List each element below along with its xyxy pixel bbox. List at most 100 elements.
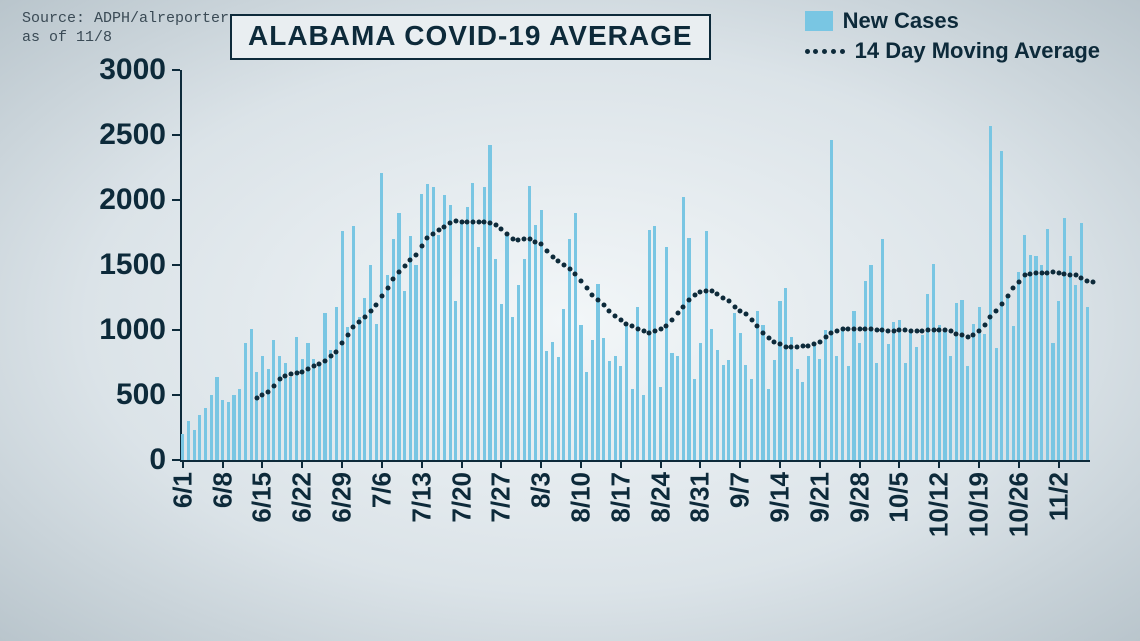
x-tick-label: 10/26 bbox=[1003, 472, 1034, 537]
dot-moving-avg bbox=[539, 242, 544, 247]
bar-new-cases bbox=[471, 183, 474, 460]
bar-new-cases bbox=[989, 126, 992, 460]
dot-moving-avg bbox=[613, 313, 618, 318]
dot-moving-avg bbox=[596, 298, 601, 303]
x-tick bbox=[1058, 460, 1060, 468]
dot-moving-avg bbox=[897, 328, 902, 333]
dot-moving-avg bbox=[641, 329, 646, 334]
bar-new-cases bbox=[648, 230, 651, 460]
bar-new-cases bbox=[847, 366, 850, 460]
dot-moving-avg bbox=[482, 220, 487, 225]
dot-moving-avg bbox=[658, 326, 663, 331]
bar-new-cases bbox=[562, 309, 565, 460]
bar-new-cases bbox=[204, 408, 207, 460]
dot-moving-avg bbox=[271, 383, 276, 388]
x-tick bbox=[461, 460, 463, 468]
bar-new-cases bbox=[1046, 229, 1049, 460]
bar-new-cases bbox=[869, 265, 872, 460]
bar-new-cases bbox=[710, 329, 713, 460]
dot-moving-avg bbox=[419, 243, 424, 248]
x-axis bbox=[180, 460, 1090, 462]
bar-new-cases bbox=[1040, 265, 1043, 460]
bar-new-cases bbox=[955, 303, 958, 460]
bar-new-cases bbox=[1006, 295, 1009, 460]
bar-new-cases bbox=[358, 317, 361, 460]
bar-new-cases bbox=[426, 184, 429, 460]
x-tick-label: 6/22 bbox=[287, 472, 318, 523]
dot-moving-avg bbox=[396, 269, 401, 274]
x-tick-label: 8/10 bbox=[565, 472, 596, 523]
bar-new-cases bbox=[716, 350, 719, 461]
bar-new-cases bbox=[380, 173, 383, 460]
x-tick-label: 9/28 bbox=[844, 472, 875, 523]
y-tick-label: 2000 bbox=[99, 183, 166, 217]
bar-new-cases bbox=[443, 195, 446, 460]
bar-new-cases bbox=[909, 333, 912, 460]
y-tick bbox=[172, 69, 180, 71]
x-tick bbox=[222, 460, 224, 468]
x-tick-label: 8/24 bbox=[645, 472, 676, 523]
dot-moving-avg bbox=[869, 326, 874, 331]
bar-new-cases bbox=[659, 387, 662, 460]
x-tick bbox=[898, 460, 900, 468]
bar-new-cases bbox=[938, 325, 941, 460]
dot-moving-avg bbox=[698, 290, 703, 295]
bar-new-cases bbox=[500, 304, 503, 460]
dot-moving-avg bbox=[283, 373, 288, 378]
bar-new-cases bbox=[477, 247, 480, 460]
bar-new-cases bbox=[181, 434, 184, 460]
dot-moving-avg bbox=[288, 372, 293, 377]
y-tick-label: 1000 bbox=[99, 313, 166, 347]
bar-new-cases bbox=[875, 363, 878, 461]
dot-moving-avg bbox=[937, 328, 942, 333]
dot-moving-avg bbox=[755, 324, 760, 329]
bar-new-cases bbox=[932, 264, 935, 460]
dot-moving-avg bbox=[493, 222, 498, 227]
dot-moving-avg bbox=[664, 324, 669, 329]
bar-new-cases bbox=[295, 337, 298, 461]
bar-new-cases bbox=[756, 311, 759, 461]
bar-new-cases bbox=[278, 356, 281, 460]
bar-new-cases bbox=[323, 313, 326, 460]
bar-new-cases bbox=[244, 343, 247, 460]
x-tick-label: 9/14 bbox=[765, 472, 796, 523]
bar-new-cases bbox=[790, 337, 793, 461]
dot-moving-avg bbox=[795, 344, 800, 349]
dot-moving-avg bbox=[704, 289, 709, 294]
dot-moving-avg bbox=[1016, 279, 1021, 284]
bar-new-cases bbox=[608, 361, 611, 460]
bar-new-cases bbox=[966, 366, 969, 460]
dot-moving-avg bbox=[1039, 270, 1044, 275]
bar-new-cases bbox=[568, 239, 571, 460]
dot-moving-avg bbox=[362, 315, 367, 320]
dot-moving-avg bbox=[840, 326, 845, 331]
dot-moving-avg bbox=[260, 393, 265, 398]
dot-moving-avg bbox=[760, 330, 765, 335]
bar-new-cases bbox=[505, 236, 508, 460]
dot-moving-avg bbox=[726, 299, 731, 304]
bar-new-cases bbox=[625, 324, 628, 461]
bar-new-cases bbox=[995, 348, 998, 460]
dot-moving-avg bbox=[317, 361, 322, 366]
dot-moving-avg bbox=[1033, 270, 1038, 275]
bar-new-cases bbox=[528, 186, 531, 460]
y-tick bbox=[172, 199, 180, 201]
dot-moving-avg bbox=[431, 231, 436, 236]
dot-moving-avg bbox=[374, 303, 379, 308]
x-tick bbox=[261, 460, 263, 468]
dot-moving-avg bbox=[334, 350, 339, 355]
x-tick-label: 6/1 bbox=[167, 472, 198, 508]
dot-moving-avg bbox=[1062, 272, 1067, 277]
x-tick bbox=[739, 460, 741, 468]
bar-new-cases bbox=[750, 379, 753, 460]
x-tick-label: 8/17 bbox=[605, 472, 636, 523]
x-tick-label: 7/20 bbox=[446, 472, 477, 523]
dot-moving-avg bbox=[368, 308, 373, 313]
bar-new-cases bbox=[687, 238, 690, 460]
dot-moving-avg bbox=[834, 329, 839, 334]
dot-moving-avg bbox=[681, 304, 686, 309]
dot-moving-avg bbox=[743, 312, 748, 317]
x-tick-label: 10/19 bbox=[964, 472, 995, 537]
dot-moving-avg bbox=[942, 328, 947, 333]
bar-new-cases bbox=[210, 395, 213, 460]
